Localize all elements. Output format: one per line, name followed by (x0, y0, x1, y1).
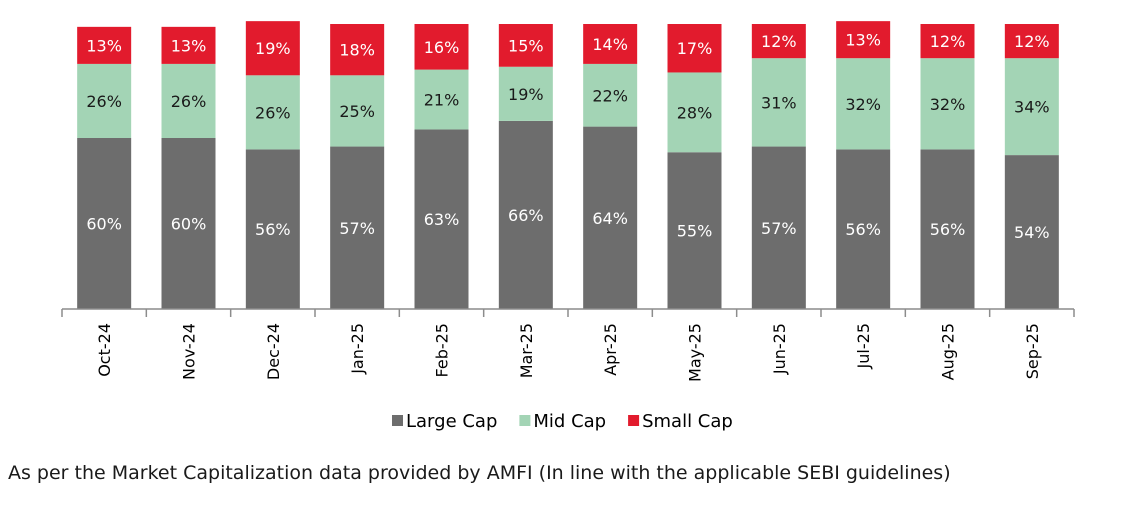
stacked-bar-chart: 60% 26% 13% 60% 26% 13% 56% 26% 19% 57% 25% 18% 63% 2… (61, 21, 1075, 432)
bars-group: 60% 26% 13% 60% 26% 13% 56% 26% 19% 57% 25% 18% 63% 2… (77, 21, 1059, 310)
x-axis: Oct-24 Nov-24 Dec-24 Jan-25 Feb-25 Mar-25 Apr-… (61, 308, 1075, 382)
x-tick-label-mar-25: Mar-25 (517, 323, 536, 378)
data-label-small-cap-jun-25: 12% (761, 32, 797, 51)
bar-small-cap-feb-25 (414, 24, 469, 70)
data-label-small-cap-sep-25: 12% (1014, 32, 1050, 51)
data-label-large-cap-oct-24: 60% (86, 215, 122, 234)
bar-large-cap-mar-25 (498, 120, 553, 310)
data-label-large-cap-jul-25: 56% (845, 220, 881, 239)
data-label-small-cap-jan-25: 18% (339, 41, 375, 60)
legend-swatch-large-cap (392, 415, 403, 426)
bar-small-cap-sep-25 (1004, 24, 1059, 59)
bar-mid-cap-sep-25 (1004, 58, 1059, 156)
data-label-mid-cap-jun-25: 31% (761, 93, 797, 112)
bar-small-cap-nov-24 (161, 26, 216, 64)
bar-mid-cap-aug-25 (920, 58, 975, 150)
bar-small-cap-jun-25 (751, 24, 806, 59)
x-tick-label-aug-25: Aug-25 (939, 323, 958, 380)
data-label-mid-cap-sep-25: 34% (1014, 98, 1050, 117)
bar-mid-cap-jun-25 (751, 58, 806, 147)
bar-mid-cap-mar-25 (498, 66, 553, 121)
bar-mid-cap-feb-25 (414, 69, 469, 130)
legend-label-mid-cap: Mid Cap (533, 411, 606, 432)
data-label-small-cap-jul-25: 13% (845, 31, 881, 50)
bar-small-cap-oct-24 (77, 26, 132, 64)
x-tick-label-nov-24: Nov-24 (180, 323, 199, 380)
bar-mid-cap-jul-25 (836, 58, 891, 150)
bar-large-cap-oct-24 (77, 138, 132, 309)
x-tick-label-jun-25: Jun-25 (770, 323, 789, 375)
data-label-large-cap-jun-25: 57% (761, 219, 797, 238)
data-label-mid-cap-oct-24: 26% (86, 92, 122, 111)
data-label-mid-cap-mar-25: 19% (508, 85, 544, 104)
bar-small-cap-jan-25 (330, 24, 385, 76)
bar-mid-cap-apr-25 (583, 63, 638, 127)
data-label-large-cap-nov-24: 60% (171, 215, 207, 234)
bar-small-cap-apr-25 (583, 24, 638, 64)
data-label-mid-cap-apr-25: 22% (592, 86, 628, 105)
bar-large-cap-nov-24 (161, 138, 216, 309)
legend: Large Cap Mid Cap Small Cap (392, 411, 733, 432)
data-label-small-cap-feb-25: 16% (424, 38, 460, 57)
bar-small-cap-may-25 (667, 24, 722, 73)
data-label-small-cap-aug-25: 12% (930, 32, 966, 51)
bar-small-cap-dec-24 (245, 21, 300, 76)
data-label-mid-cap-feb-25: 21% (424, 91, 460, 110)
data-label-small-cap-nov-24: 13% (171, 36, 207, 55)
bar-mid-cap-jan-25 (330, 75, 385, 147)
legend-swatch-small-cap (628, 415, 640, 426)
data-label-small-cap-oct-24: 13% (86, 36, 122, 55)
data-label-small-cap-may-25: 17% (677, 39, 713, 58)
bar-small-cap-aug-25 (920, 24, 975, 59)
data-label-large-cap-feb-25: 63% (424, 210, 460, 229)
bar-large-cap-jun-25 (751, 146, 806, 309)
data-label-mid-cap-may-25: 28% (677, 103, 713, 122)
bar-mid-cap-dec-24 (245, 75, 300, 150)
data-label-mid-cap-dec-24: 26% (255, 103, 291, 122)
data-label-large-cap-jan-25: 57% (339, 219, 375, 238)
bar-small-cap-mar-25 (498, 24, 553, 67)
data-label-large-cap-apr-25: 64% (592, 209, 628, 228)
x-tick-label-oct-24: Oct-24 (95, 323, 114, 377)
data-label-large-cap-sep-25: 54% (1014, 223, 1050, 242)
data-label-mid-cap-jul-25: 32% (845, 95, 881, 114)
legend-label-large-cap: Large Cap (406, 411, 497, 432)
x-tick-label-jan-25: Jan-25 (348, 323, 367, 375)
data-label-small-cap-apr-25: 14% (592, 35, 628, 54)
data-label-small-cap-dec-24: 19% (255, 39, 291, 58)
x-tick-label-sep-25: Sep-25 (1023, 323, 1042, 379)
bar-large-cap-may-25 (667, 152, 722, 309)
data-label-mid-cap-aug-25: 32% (930, 95, 966, 114)
data-label-mid-cap-nov-24: 26% (171, 92, 207, 111)
legend-label-small-cap: Small Cap (642, 411, 733, 432)
data-label-large-cap-dec-24: 56% (255, 220, 291, 239)
data-label-small-cap-mar-25: 15% (508, 36, 544, 55)
footnote: As per the Market Capitalization data pr… (8, 462, 951, 484)
bar-mid-cap-oct-24 (77, 63, 132, 138)
bar-large-cap-apr-25 (583, 126, 638, 309)
x-tick-label-may-25: May-25 (686, 323, 705, 382)
bar-large-cap-sep-25 (1004, 155, 1059, 309)
x-tick-label-jul-25: Jul-25 (854, 323, 873, 369)
bar-mid-cap-may-25 (667, 72, 722, 153)
data-label-large-cap-may-25: 55% (677, 222, 713, 241)
x-tick-label-dec-24: Dec-24 (264, 323, 283, 380)
bar-large-cap-feb-25 (414, 129, 469, 309)
x-tick-label-apr-25: Apr-25 (601, 323, 620, 376)
x-tick-label-feb-25: Feb-25 (433, 323, 452, 377)
bar-large-cap-jul-25 (836, 149, 891, 309)
data-label-mid-cap-jan-25: 25% (339, 102, 375, 121)
legend-swatch-mid-cap (519, 415, 531, 426)
data-label-large-cap-aug-25: 56% (930, 220, 966, 239)
bar-large-cap-dec-24 (245, 149, 300, 309)
bar-large-cap-aug-25 (920, 149, 975, 309)
bar-mid-cap-nov-24 (161, 63, 216, 138)
bar-large-cap-jan-25 (330, 146, 385, 309)
bar-small-cap-jul-25 (836, 21, 891, 59)
data-label-large-cap-mar-25: 66% (508, 206, 544, 225)
